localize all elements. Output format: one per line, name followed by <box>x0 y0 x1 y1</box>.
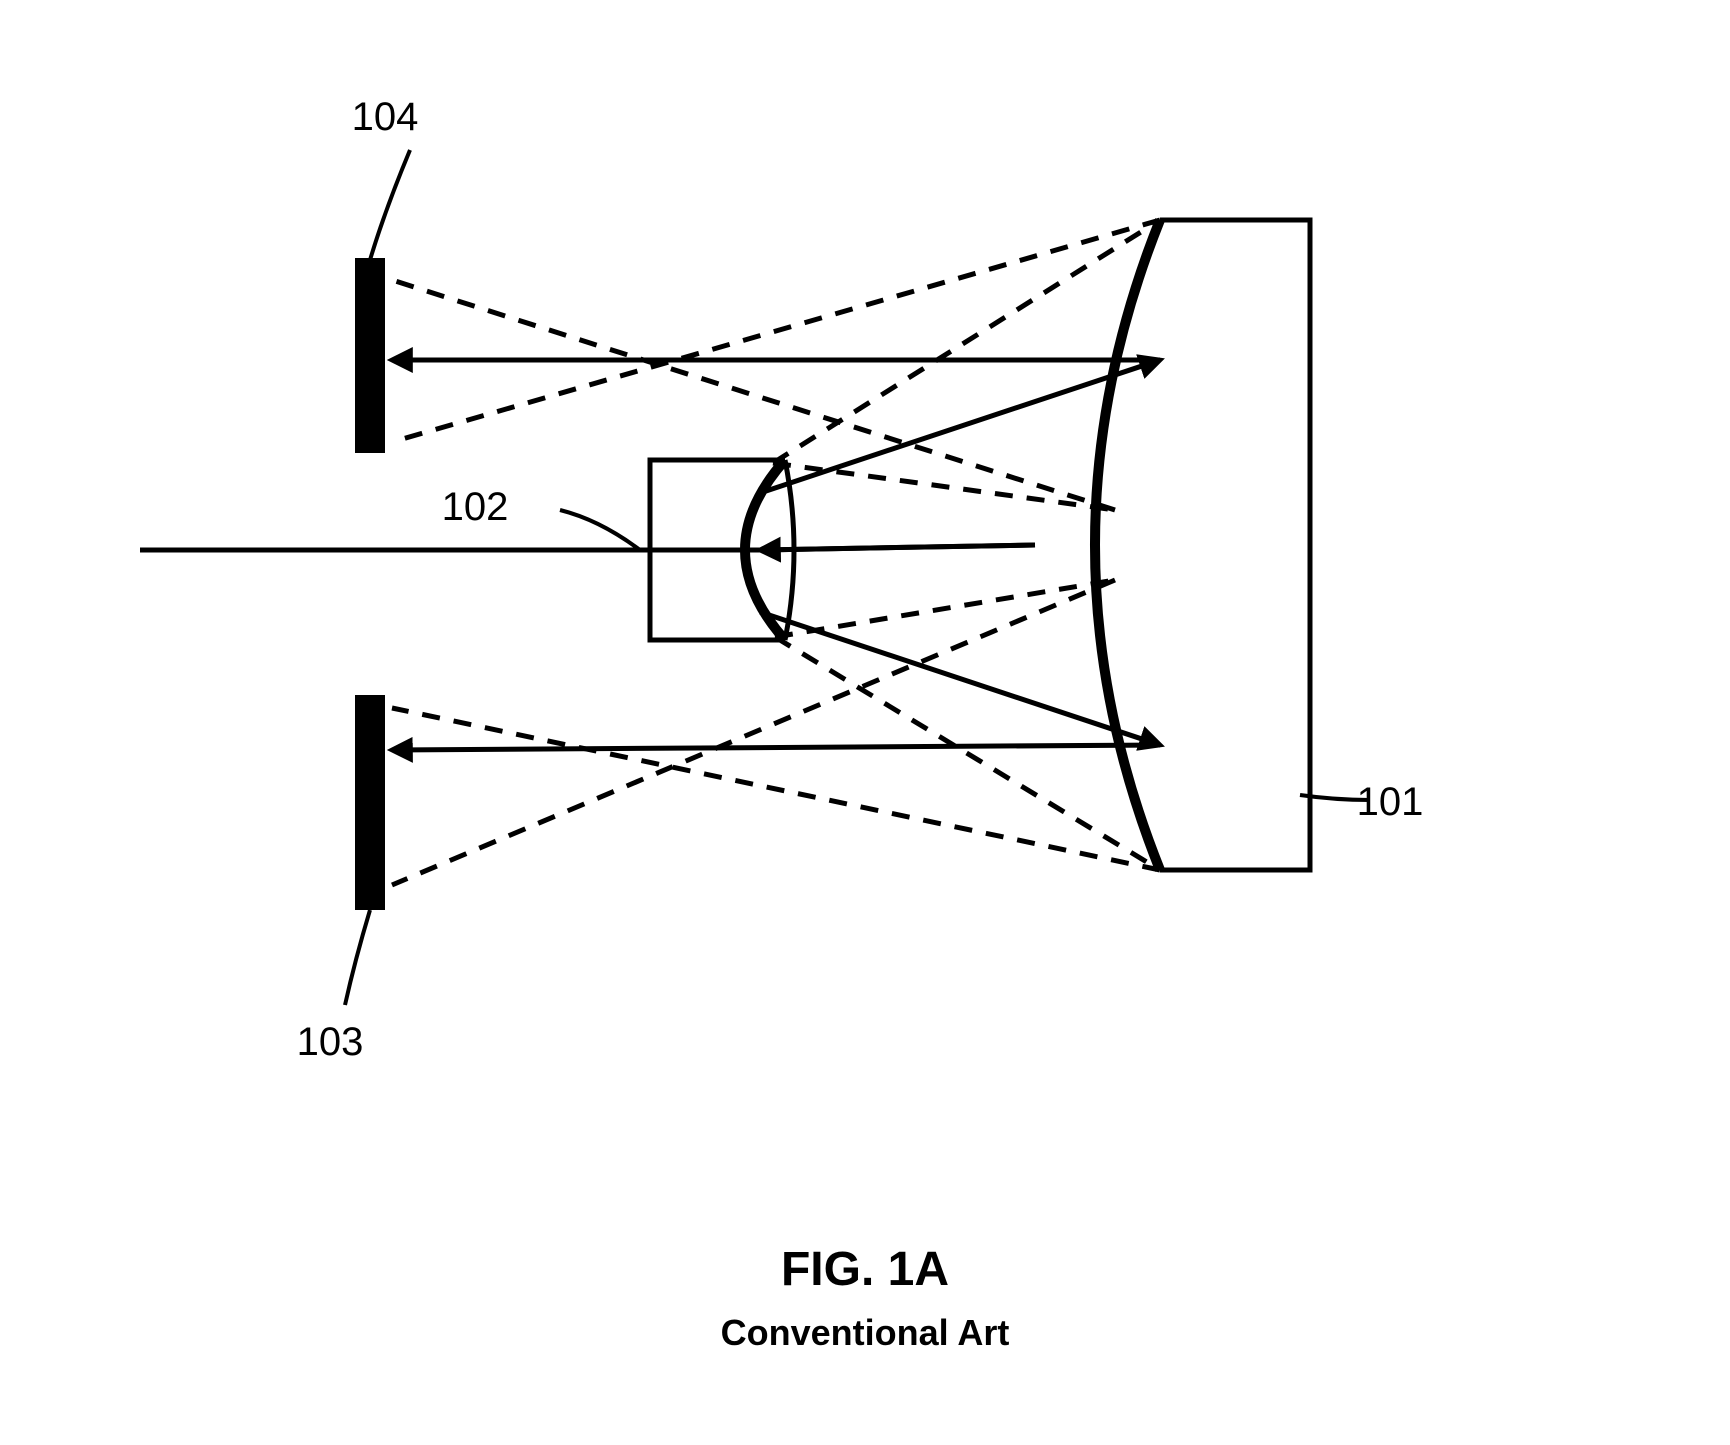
figure-title: FIG. 1A <box>781 1243 949 1296</box>
detector-104 <box>355 258 385 453</box>
ref-label-101: 101 <box>1357 780 1424 824</box>
figure-subtitle: Conventional Art <box>721 1312 1010 1353</box>
ref-label-102: 102 <box>442 485 509 529</box>
ref-label-103: 103 <box>297 1020 364 1064</box>
canvas-bg <box>0 0 1730 1445</box>
ref-label-104: 104 <box>352 95 419 139</box>
detector-103 <box>355 695 385 910</box>
